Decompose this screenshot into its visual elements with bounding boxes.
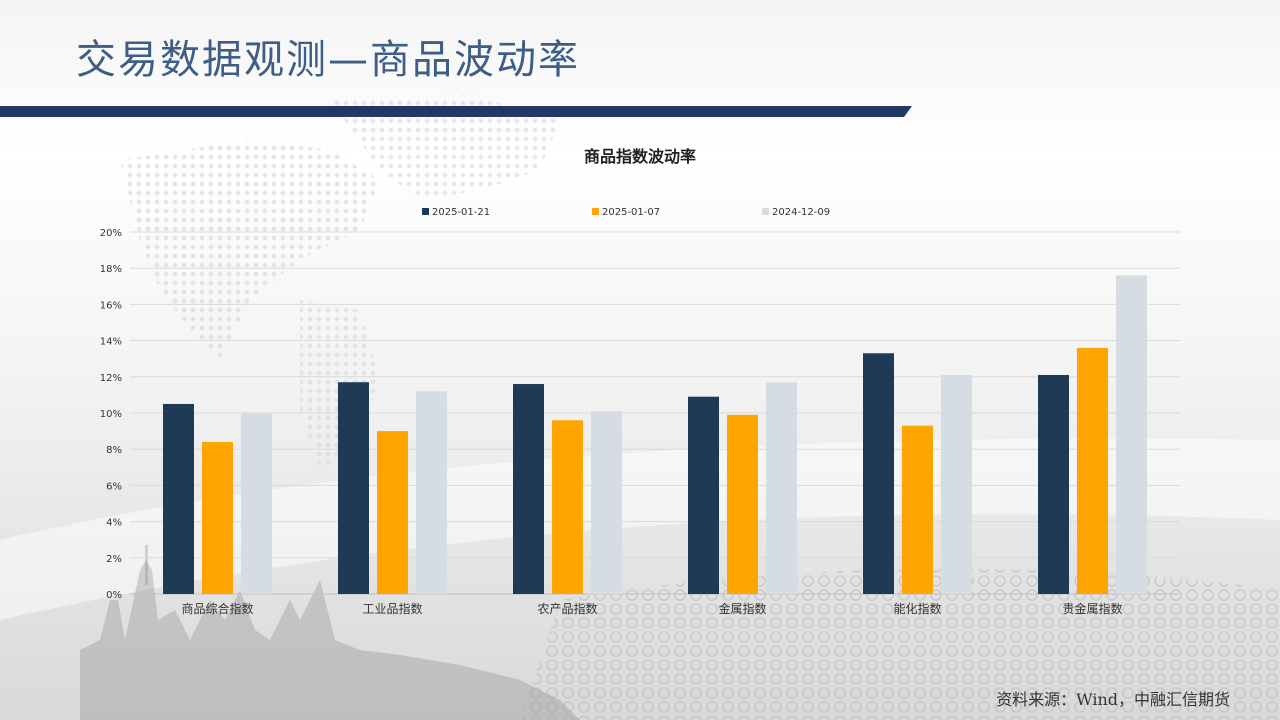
legend-label: 2025-01-07 xyxy=(602,207,660,218)
bar xyxy=(1077,347,1108,594)
chart-title: 商品指数波动率 xyxy=(583,147,696,166)
legend-swatch xyxy=(422,208,429,215)
bar xyxy=(941,374,972,594)
y-tick-label: 0% xyxy=(106,590,122,601)
y-tick-label: 14% xyxy=(100,337,122,348)
y-tick-label: 20% xyxy=(100,228,122,239)
y-tick-label: 10% xyxy=(100,409,122,420)
y-tick-label: 4% xyxy=(106,518,122,529)
slide-title: 交易数据观测—商品波动率 xyxy=(76,37,580,83)
x-tick-label: 贵金属指数 xyxy=(1062,601,1122,616)
bar xyxy=(416,391,447,594)
legend-label: 2025-01-21 xyxy=(432,207,490,218)
x-tick-label: 农产品指数 xyxy=(537,601,597,616)
x-tick-label: 商品综合指数 xyxy=(181,601,253,616)
bar xyxy=(688,396,719,594)
bar xyxy=(863,353,894,594)
y-tick-label: 16% xyxy=(100,300,122,311)
bar xyxy=(338,382,369,594)
y-tick-label: 18% xyxy=(100,264,122,275)
bar xyxy=(552,420,583,594)
bar xyxy=(163,403,194,594)
x-tick-label: 金属指数 xyxy=(718,601,766,616)
y-tick-label: 6% xyxy=(106,481,122,492)
bar xyxy=(1116,275,1147,594)
bar xyxy=(377,431,408,594)
legend-swatch xyxy=(592,208,599,215)
x-tick-label: 能化指数 xyxy=(893,601,941,616)
bar xyxy=(202,441,233,594)
bar xyxy=(727,414,758,594)
y-tick-label: 8% xyxy=(106,445,122,456)
bar xyxy=(591,411,622,594)
bar xyxy=(513,384,544,594)
bar xyxy=(1038,374,1069,594)
legend-swatch xyxy=(762,208,769,215)
x-tick-label: 工业品指数 xyxy=(362,601,422,616)
source-note: 资料来源：Wind，中融汇信期货 xyxy=(996,690,1230,709)
bar xyxy=(241,413,272,594)
y-tick-label: 2% xyxy=(106,554,122,565)
legend-label: 2024-12-09 xyxy=(772,207,830,218)
bar xyxy=(902,425,933,594)
y-tick-label: 12% xyxy=(100,373,122,384)
bar xyxy=(766,382,797,594)
title-underline-bar xyxy=(0,106,912,117)
